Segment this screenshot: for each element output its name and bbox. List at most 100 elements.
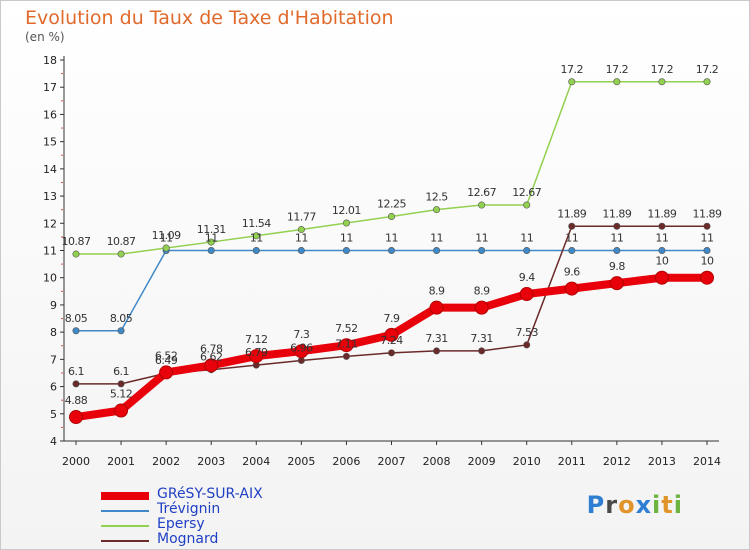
y-tick-label: 9 (50, 299, 57, 312)
data-label: 11.89 (557, 207, 586, 220)
data-label: 17.2 (606, 63, 629, 76)
data-label: 11.89 (647, 207, 676, 220)
data-label: 8.9 (474, 285, 490, 298)
data-label: 11.77 (287, 211, 316, 224)
data-label: 9.4 (519, 271, 535, 284)
series-4-labels: 6.1 6.1 6.49 6.62 6.79 6.96 7.11 7.24 7.31 7.31 7.… (68, 207, 722, 378)
legend-label: GRéSY-SUR-AIX (157, 486, 263, 502)
data-label: 7.24 (380, 334, 403, 347)
x-tick-label: 2014 (693, 455, 721, 468)
data-point (69, 410, 83, 425)
x-tick-label: 2003 (197, 455, 225, 468)
data-point (700, 270, 714, 285)
data-point (568, 78, 576, 86)
data-point (478, 347, 486, 355)
data-label: 4.88 (65, 394, 88, 407)
data-point (658, 247, 666, 255)
chart-title: Evolution du Taux de Taxe d'Habitation (25, 7, 394, 29)
logo-letter: i (673, 491, 683, 519)
data-label: 11.89 (602, 207, 631, 220)
x-tick-label: 2000 (62, 455, 90, 468)
chart-units: (en %) (25, 30, 65, 44)
data-point (703, 222, 711, 230)
data-label: 6.78 (200, 342, 223, 355)
y-tick-label: 15 (43, 136, 57, 149)
data-point (478, 247, 486, 255)
data-label: 10 (701, 255, 714, 268)
data-point (478, 201, 486, 209)
data-label: 10 (655, 255, 668, 268)
data-point (703, 78, 711, 86)
data-point (433, 247, 441, 255)
data-point (387, 247, 395, 255)
data-point (384, 327, 399, 342)
series-3 (72, 78, 711, 258)
y-tick-label: 10 (43, 272, 57, 285)
data-point (252, 232, 260, 240)
y-tick-label: 14 (43, 163, 57, 176)
y-tick-label: 11 (43, 245, 57, 258)
x-tick-label: 2002 (152, 455, 180, 468)
data-point (613, 78, 621, 86)
series-1 (69, 270, 714, 425)
data-point (204, 358, 219, 373)
data-label: 10.87 (62, 235, 91, 248)
x-tick-label: 2006 (332, 455, 360, 468)
series-1-labels: 4.88 5.12 6.52 6.78 7.12 7.3 7.52 7.9 8.9 8.9 9.4 9… (65, 255, 715, 407)
data-label: 11 (520, 232, 533, 245)
data-label: 9.6 (564, 266, 580, 279)
proxiti-logo: Proxiti (587, 491, 683, 519)
data-label: 11 (430, 232, 443, 245)
data-point (658, 78, 666, 86)
data-label: 11.54 (242, 217, 271, 230)
data-label: 11 (655, 232, 668, 245)
data-point (297, 226, 305, 234)
data-point (162, 244, 170, 252)
data-label: 11 (340, 232, 353, 245)
x-tick-label: 2012 (603, 455, 631, 468)
x-tick-label: 2009 (468, 455, 496, 468)
data-point (387, 349, 395, 357)
legend-swatch (101, 492, 149, 500)
logo-letter: o (618, 491, 636, 519)
data-label: 11 (250, 232, 263, 245)
data-label: 6.1 (113, 365, 129, 378)
data-point (117, 327, 125, 335)
data-point (72, 250, 80, 258)
data-point (342, 352, 350, 360)
data-point (703, 247, 711, 255)
legend-label: Epersy (157, 516, 205, 532)
data-point (252, 247, 260, 255)
data-point (72, 327, 80, 335)
series-3-labels: 10.87 10.87 11.09 11.31 11.54 11.77 12.01 12.25… (62, 63, 719, 248)
legend-label: Trévignin (157, 501, 221, 517)
data-label: 6.52 (155, 349, 178, 362)
data-point (523, 247, 531, 255)
data-label: 11.89 (693, 207, 722, 220)
data-label: 17.2 (696, 63, 719, 76)
y-tick-label: 18 (43, 54, 57, 67)
x-tick-label: 2013 (648, 455, 676, 468)
data-point (249, 349, 264, 364)
data-label: 8.05 (65, 312, 88, 325)
data-label: 7.31 (470, 332, 493, 345)
data-label: 12.67 (467, 186, 496, 199)
data-label: 8.9 (429, 285, 445, 298)
data-label: 7.9 (384, 312, 400, 325)
data-point (297, 356, 305, 364)
y-tick-label: 7 (50, 353, 57, 366)
data-label: 17.2 (561, 63, 584, 76)
data-point (294, 344, 309, 359)
data-label: 11 (295, 232, 308, 245)
y-tick-label: 17 (43, 81, 57, 94)
data-label: 6.49 (155, 354, 178, 367)
data-label: 7.53 (515, 326, 538, 339)
data-point (342, 247, 350, 255)
data-point (207, 247, 215, 255)
series-2-labels: 8.05 8.05 11 11 11 11 11 11 11 11 11 11 11 11 11 (65, 232, 714, 325)
y-tick-label: 4 (50, 435, 57, 448)
legend-swatch (101, 510, 149, 512)
data-label: 11 (160, 232, 173, 245)
data-point (568, 222, 576, 230)
